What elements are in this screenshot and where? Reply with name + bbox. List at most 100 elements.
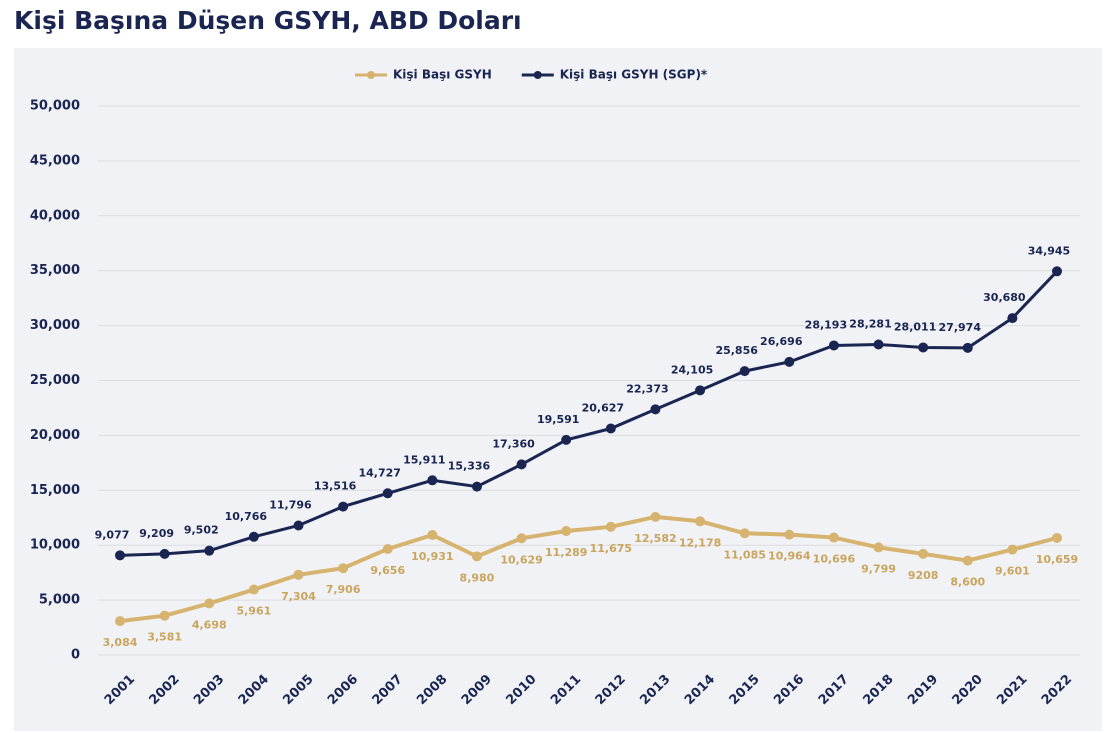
y-tick-label: 45,000	[30, 153, 80, 168]
data-label: 12,178	[679, 536, 721, 549]
data-point	[1052, 266, 1062, 277]
y-tick-label: 20,000	[30, 428, 80, 443]
data-label: 9,601	[995, 565, 1030, 578]
chart-title: Kişi Başına Düşen GSYH, ABD Doları	[14, 6, 522, 35]
data-point	[561, 434, 572, 445]
data-label: 10,629	[500, 553, 542, 566]
data-label: 12,582	[634, 532, 676, 545]
data-point	[471, 481, 482, 492]
data-point	[159, 548, 170, 559]
data-point	[918, 548, 929, 559]
data-label: 7,304	[281, 590, 316, 603]
data-label: 9,656	[370, 564, 405, 577]
data-point	[471, 551, 482, 562]
data-point	[561, 526, 572, 537]
y-tick-label: 5,000	[39, 593, 80, 608]
data-label: 11,289	[545, 546, 587, 559]
data-label: 34,945	[1028, 244, 1070, 257]
legend-marker	[533, 71, 542, 79]
data-label: 28,281	[849, 317, 891, 330]
data-point	[918, 342, 929, 353]
data-point	[695, 516, 706, 527]
y-tick-label: 10,000	[30, 538, 80, 553]
data-label: 10,766	[225, 510, 268, 523]
data-label: 15,336	[448, 460, 491, 473]
legend-label: Kişi Başı GSYH	[393, 68, 492, 82]
data-label: 10,931	[411, 550, 453, 563]
data-label: 11,085	[723, 548, 765, 561]
data-point	[784, 356, 795, 367]
y-tick-label: 15,000	[30, 483, 80, 498]
data-point	[605, 423, 616, 434]
data-point	[516, 533, 527, 544]
data-label: 17,360	[492, 437, 535, 450]
data-point	[828, 532, 839, 543]
data-point	[382, 488, 393, 499]
data-point	[427, 475, 438, 486]
data-label: 4,698	[192, 618, 227, 631]
data-point	[828, 340, 839, 351]
data-point	[873, 339, 884, 350]
data-point	[962, 555, 973, 566]
data-point	[1007, 313, 1018, 324]
data-label: 7,906	[326, 583, 361, 596]
data-label: 9,209	[139, 527, 174, 540]
data-label: 20,627	[582, 402, 624, 415]
data-point	[962, 342, 973, 353]
legend-marker	[367, 71, 375, 79]
y-tick-label: 30,000	[30, 318, 80, 333]
data-label: 11,675	[590, 542, 632, 555]
data-point	[293, 520, 304, 531]
data-label: 9208	[908, 569, 939, 582]
data-point	[338, 501, 349, 512]
data-point	[1052, 532, 1062, 543]
data-point	[204, 545, 215, 556]
y-tick-label: 0	[71, 648, 80, 663]
data-label: 8,600	[950, 576, 985, 589]
data-point	[382, 543, 393, 554]
data-point	[1007, 544, 1018, 555]
data-label: 3,581	[147, 631, 182, 644]
data-label: 10,964	[768, 550, 811, 563]
data-point	[248, 531, 259, 542]
data-point	[784, 529, 795, 540]
data-label: 9,077	[95, 528, 130, 541]
plot-background	[14, 48, 1102, 731]
data-label: 9,799	[861, 562, 896, 575]
data-label: 3,084	[103, 636, 138, 649]
data-point	[248, 584, 259, 595]
y-tick-label: 40,000	[30, 208, 80, 223]
data-point	[204, 598, 215, 609]
data-point	[427, 529, 438, 540]
series-line	[119, 270, 1059, 557]
data-label: 9,502	[184, 524, 219, 537]
data-point	[650, 511, 661, 522]
data-point	[293, 569, 304, 580]
legend-label: Kişi Başı GSYH (SGP)*	[560, 68, 708, 82]
data-label: 8,980	[460, 571, 495, 584]
data-label: 24,105	[671, 363, 713, 376]
data-point	[739, 528, 750, 539]
data-point	[695, 385, 706, 396]
y-tick-label: 25,000	[30, 373, 80, 388]
data-label: 14,727	[358, 466, 400, 479]
data-point	[605, 521, 616, 532]
data-point	[115, 550, 125, 561]
data-point	[159, 610, 170, 621]
data-label: 5,961	[236, 605, 271, 618]
data-label: 13,516	[314, 480, 357, 493]
data-label: 22,373	[626, 382, 668, 395]
data-label: 25,856	[715, 344, 758, 357]
y-tick-label: 35,000	[30, 263, 80, 278]
data-label: 10,696	[813, 553, 856, 566]
data-label: 10,659	[1036, 553, 1078, 566]
data-point	[115, 616, 125, 627]
data-label: 26,696	[760, 335, 803, 348]
data-point	[338, 563, 349, 574]
data-label: 28,011	[894, 320, 936, 333]
data-label: 28,193	[805, 318, 847, 331]
data-label: 30,680	[983, 291, 1026, 304]
y-tick-label: 50,000	[30, 99, 80, 114]
data-point	[739, 366, 750, 377]
